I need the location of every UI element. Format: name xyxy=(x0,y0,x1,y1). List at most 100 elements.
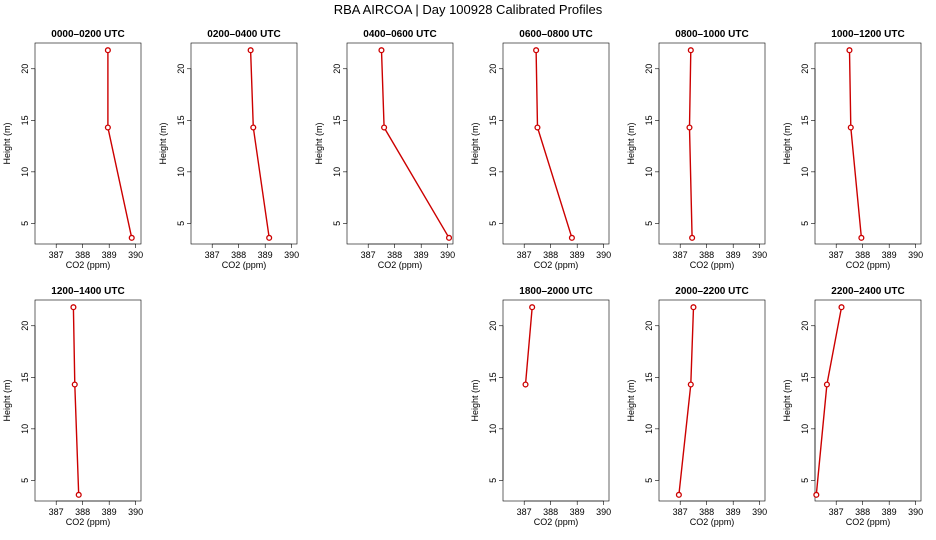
y-tick-label: 10 xyxy=(332,167,342,177)
panel-title: 1000–1200 UTC xyxy=(831,29,904,40)
x-tick-label: 387 xyxy=(673,250,688,260)
y-axis-label: Height (m) xyxy=(158,122,168,164)
y-tick-label: 10 xyxy=(20,167,30,177)
y-tick-label: 15 xyxy=(488,115,498,125)
panel-6: 1200–1400 UTC 387 388 389 390 CO2 (ppm) 5 10 15 2… xyxy=(2,286,143,527)
data-point xyxy=(823,381,830,388)
y-tick-label: 10 xyxy=(800,424,810,434)
panel-4: 0800–1000 UTC 387 388 389 390 CO2 (ppm) 5 10 15 2… xyxy=(626,29,767,270)
y-tick-label: 20 xyxy=(20,64,30,74)
y-tick-label: 10 xyxy=(20,424,30,434)
x-tick-label: 389 xyxy=(726,507,741,517)
y-tick-label: 10 xyxy=(644,167,654,177)
x-tick-label: 388 xyxy=(855,250,870,260)
data-point xyxy=(104,47,111,54)
y-axis-label: Height (m) xyxy=(626,122,636,164)
plot-frame xyxy=(346,42,454,245)
y-tick-label: 5 xyxy=(488,221,498,226)
y-tick-label: 20 xyxy=(488,64,498,74)
y-axis-label: Height (m) xyxy=(626,379,636,421)
y-axis-label: Height (m) xyxy=(782,122,792,164)
x-tick-label: 389 xyxy=(414,250,429,260)
y-tick-label: 5 xyxy=(800,478,810,483)
y-axis-label: Height (m) xyxy=(470,379,480,421)
plot-frame xyxy=(502,42,610,245)
x-tick-label: 389 xyxy=(570,250,585,260)
data-point xyxy=(533,47,540,54)
x-tick-label: 387 xyxy=(829,507,844,517)
panel-10: 2000–2200 UTC 387 388 389 390 CO2 (ppm) 5 10 15 2… xyxy=(626,286,767,527)
x-axis-label: CO2 (ppm) xyxy=(534,517,579,527)
data-point xyxy=(381,124,388,131)
profile-line xyxy=(72,307,80,495)
data-point xyxy=(690,304,697,311)
profile-line xyxy=(688,50,693,238)
x-axis-label: CO2 (ppm) xyxy=(222,260,267,270)
panel-0: 0000–0200 UTC 387 388 389 390 CO2 (ppm) 5 10 15 2… xyxy=(2,29,143,270)
x-tick-label: 390 xyxy=(596,507,611,517)
y-tick-label: 20 xyxy=(488,321,498,331)
x-axis-label: CO2 (ppm) xyxy=(690,260,735,270)
x-tick-label: 388 xyxy=(75,507,90,517)
y-tick-label: 5 xyxy=(20,478,30,483)
x-axis-label: CO2 (ppm) xyxy=(846,517,891,527)
y-tick-label: 5 xyxy=(644,221,654,226)
figure-title: RBA AIRCOA | Day 100928 Calibrated Profi… xyxy=(334,2,603,17)
x-tick-label: 388 xyxy=(855,507,870,517)
y-tick-label: 10 xyxy=(644,424,654,434)
x-tick-label: 390 xyxy=(128,507,143,517)
profile-line xyxy=(524,307,533,385)
y-tick-label: 20 xyxy=(800,321,810,331)
plot-frame xyxy=(814,42,922,245)
y-tick-label: 15 xyxy=(800,372,810,382)
panel-title: 0200–0400 UTC xyxy=(207,29,280,40)
y-tick-label: 5 xyxy=(332,221,342,226)
data-point xyxy=(128,234,135,241)
data-point xyxy=(675,491,682,498)
plot-frame xyxy=(502,299,610,502)
data-point xyxy=(247,47,254,54)
x-tick-label: 387 xyxy=(829,250,844,260)
x-axis-label: CO2 (ppm) xyxy=(534,260,579,270)
data-point xyxy=(378,47,385,54)
y-tick-label: 15 xyxy=(644,115,654,125)
y-tick-label: 15 xyxy=(644,372,654,382)
plot-frame xyxy=(34,299,142,502)
panel-title: 0600–0800 UTC xyxy=(519,29,592,40)
profile-line xyxy=(249,50,270,238)
y-tick-label: 20 xyxy=(644,64,654,74)
y-tick-label: 20 xyxy=(800,64,810,74)
panel-9: 1800–2000 UTC 387 388 389 390 CO2 (ppm) 5 10 15 2… xyxy=(470,286,611,527)
x-tick-label: 388 xyxy=(699,507,714,517)
x-tick-label: 388 xyxy=(231,250,246,260)
profile-line xyxy=(380,50,450,239)
data-point xyxy=(858,234,865,241)
panel-3: 0600–0800 UTC 387 388 389 390 CO2 (ppm) 5 10 15 2… xyxy=(470,29,611,270)
y-tick-label: 5 xyxy=(800,221,810,226)
x-tick-label: 390 xyxy=(908,250,923,260)
profile-line xyxy=(678,307,695,495)
x-tick-label: 389 xyxy=(102,250,117,260)
y-tick-label: 5 xyxy=(20,221,30,226)
plot-frame xyxy=(190,42,298,245)
plot-frame xyxy=(814,299,922,502)
panel-5: 1000–1200 UTC 387 388 389 390 CO2 (ppm) 5 10 15 2… xyxy=(782,29,923,270)
x-tick-label: 388 xyxy=(543,507,558,517)
x-tick-label: 390 xyxy=(440,250,455,260)
data-point xyxy=(838,304,845,311)
y-axis-label: Height (m) xyxy=(2,379,12,421)
x-tick-label: 390 xyxy=(596,250,611,260)
data-point xyxy=(568,234,575,241)
y-tick-label: 5 xyxy=(644,478,654,483)
panel-title: 1800–2000 UTC xyxy=(519,286,592,297)
panel-title: 0800–1000 UTC xyxy=(675,29,748,40)
y-tick-label: 15 xyxy=(176,115,186,125)
y-tick-label: 15 xyxy=(332,115,342,125)
x-tick-label: 389 xyxy=(882,507,897,517)
panel-11: 2200–2400 UTC 387 388 389 390 CO2 (ppm) 5 10 15 2… xyxy=(782,286,923,527)
x-tick-label: 387 xyxy=(517,507,532,517)
x-tick-label: 390 xyxy=(908,507,923,517)
y-tick-label: 20 xyxy=(20,321,30,331)
x-axis-label: CO2 (ppm) xyxy=(66,517,111,527)
